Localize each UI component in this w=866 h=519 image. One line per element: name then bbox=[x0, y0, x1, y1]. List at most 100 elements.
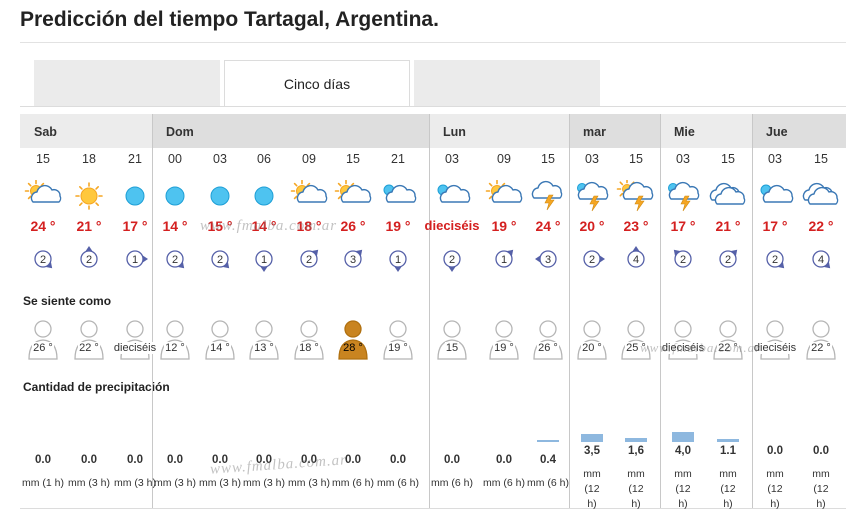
wind-speed: 2 bbox=[172, 254, 178, 266]
moon-cloud-icon bbox=[760, 184, 794, 203]
cloud-icon bbox=[709, 182, 746, 205]
hour-label: 21 bbox=[128, 152, 142, 166]
precipitation-unit: mm (12 h) bbox=[766, 468, 784, 510]
forecast-table: Se siente como Cantidad de precipitación… bbox=[20, 114, 846, 510]
wind-indicator: 4 bbox=[798, 246, 844, 272]
tab-hidden-1[interactable] bbox=[34, 60, 220, 106]
feels-like-value: dieciséis bbox=[752, 342, 798, 354]
day-header-4: Mie bbox=[660, 114, 752, 148]
temperature-value: 24 ° bbox=[535, 218, 561, 234]
wind-speed: 2 bbox=[86, 254, 92, 266]
sun-storm-icon bbox=[616, 178, 654, 212]
wind-indicator: 4 bbox=[613, 246, 659, 272]
wind-speed: 1 bbox=[261, 254, 267, 266]
temperature-value: 14 ° bbox=[162, 218, 188, 234]
wind-arrow-icon: 2 bbox=[211, 250, 230, 269]
wind-arrow-icon: 4 bbox=[627, 246, 645, 268]
wind-speed: 2 bbox=[589, 254, 595, 266]
wind-speed: 4 bbox=[818, 254, 824, 266]
precipitation-value: 0.0 bbox=[345, 454, 361, 466]
wind-indicator: 2 bbox=[660, 246, 706, 272]
hour-label: 09 bbox=[497, 152, 511, 166]
tab-five-days[interactable]: Cinco días bbox=[224, 60, 410, 106]
weather-icon-cloud bbox=[705, 180, 751, 212]
feels-like-value: 14 ° bbox=[209, 342, 231, 354]
feels-like-cell: dieciséis bbox=[112, 319, 158, 361]
feels-like-cell: 20 ° bbox=[569, 319, 615, 361]
wind-arrow-icon: 3 bbox=[535, 250, 557, 268]
precipitation-unit: mm (12 h) bbox=[583, 468, 601, 510]
precipitation-heading: Cantidad de precipitación bbox=[23, 380, 170, 394]
moon-icon bbox=[210, 186, 230, 206]
hour-label: 15 bbox=[629, 152, 643, 166]
precipitation-value: 4,0 bbox=[675, 445, 691, 457]
wind-arrow-icon: 2 bbox=[719, 249, 738, 268]
rain-bar bbox=[672, 432, 694, 442]
precipitation-value: 0.0 bbox=[813, 445, 829, 457]
precipitation-unit: mm (3 h) bbox=[154, 477, 196, 489]
person-icon bbox=[383, 320, 413, 360]
wind-speed: 1 bbox=[501, 254, 507, 266]
feels-like-value: 13 ° bbox=[253, 342, 275, 354]
feels-like-value: 19 ° bbox=[493, 342, 515, 354]
temperature-value: 23 ° bbox=[623, 218, 649, 234]
sun-icon bbox=[75, 182, 103, 210]
feels-like-value: dieciséis bbox=[112, 342, 158, 354]
precipitation-value: 0.0 bbox=[301, 454, 317, 466]
precipitation-value: 0.0 bbox=[767, 445, 783, 457]
temperature-value: 19 ° bbox=[491, 218, 517, 234]
temperature-value: 14 ° bbox=[251, 218, 277, 234]
day-header-1: Dom bbox=[152, 114, 429, 148]
weather-icon-sun-cloud bbox=[330, 179, 376, 212]
wind-speed: 2 bbox=[40, 254, 46, 266]
weather-icon-cloud bbox=[798, 180, 844, 212]
weather-icon-moon bbox=[152, 180, 198, 212]
hour-label: 03 bbox=[585, 152, 599, 166]
precipitation-unit: mm (3 h) bbox=[68, 477, 110, 489]
feels-like-cell: 22 ° bbox=[66, 319, 112, 361]
wind-indicator: 2 bbox=[286, 246, 332, 272]
precipitation-value: 0.0 bbox=[81, 454, 97, 466]
tabs-divider bbox=[20, 106, 846, 107]
rain-bar bbox=[625, 438, 647, 442]
hour-label: 03 bbox=[445, 152, 459, 166]
weather-icon-sun-cloud bbox=[286, 179, 332, 212]
rain-bar bbox=[537, 440, 559, 442]
weather-icon-moon bbox=[197, 180, 243, 212]
weather-icon-storm bbox=[525, 180, 571, 212]
weather-icon-moon bbox=[112, 180, 158, 212]
precipitation-value: 1.1 bbox=[720, 445, 736, 457]
weather-icon-sun-cloud bbox=[20, 179, 66, 212]
feels-like-value: 15 bbox=[444, 342, 460, 354]
wind-speed: 1 bbox=[395, 254, 401, 266]
weather-icon-moon bbox=[241, 180, 287, 212]
feels-like-cell: dieciséis bbox=[752, 319, 798, 361]
temperature-value: dieciséis bbox=[424, 218, 480, 233]
moon-icon bbox=[125, 186, 145, 206]
sun-cloud-icon bbox=[485, 179, 523, 203]
moon-cloud-icon bbox=[437, 184, 471, 203]
weather-icon-moon-storm bbox=[569, 180, 615, 212]
hour-label: 15 bbox=[814, 152, 828, 166]
tab-hidden-2[interactable] bbox=[414, 60, 600, 106]
precipitation-value: 0.0 bbox=[127, 454, 143, 466]
feels-like-value: 22 ° bbox=[78, 342, 100, 354]
day-header-0: Sab bbox=[20, 114, 152, 148]
wind-speed: 2 bbox=[680, 254, 686, 266]
precipitation-value: 0.0 bbox=[35, 454, 51, 466]
precipitation-unit: mm (6 h) bbox=[431, 477, 473, 489]
hour-label: 03 bbox=[676, 152, 690, 166]
wind-speed: 2 bbox=[217, 254, 223, 266]
precipitation-unit: mm (12 h) bbox=[719, 468, 737, 510]
wind-indicator: 1 bbox=[241, 246, 287, 272]
storm-icon bbox=[531, 180, 563, 211]
hour-label: 15 bbox=[36, 152, 50, 166]
wind-arrow-icon: 2 bbox=[80, 246, 98, 268]
feels-like-cell: 18 ° bbox=[286, 319, 332, 361]
watermark-1: www.fmalba.com.ar bbox=[200, 218, 338, 234]
precipitation-unit: mm (3 h) bbox=[114, 477, 156, 489]
wind-arrow-icon: 2 bbox=[166, 250, 185, 269]
rain-bar bbox=[581, 434, 603, 442]
wind-speed: 2 bbox=[772, 254, 778, 266]
precipitation-value: 0.0 bbox=[212, 454, 228, 466]
